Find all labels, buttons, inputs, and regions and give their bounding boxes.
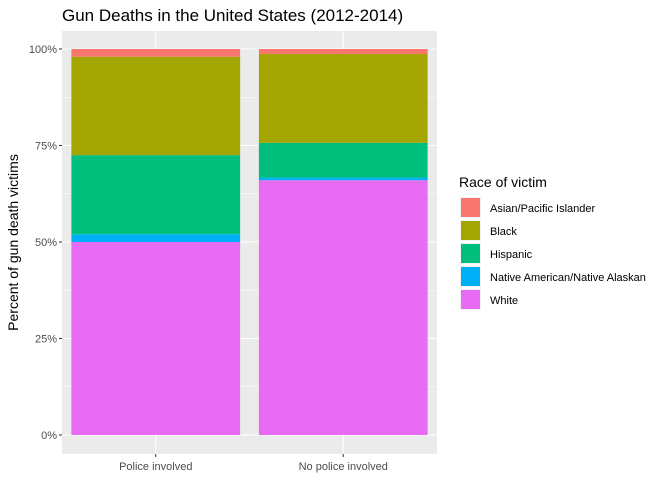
bar-segment xyxy=(71,242,241,435)
bar-segment xyxy=(258,49,428,55)
legend-label: Hispanic xyxy=(490,249,533,261)
y-tick-label: 75% xyxy=(35,141,57,153)
legend-title: Race of victim xyxy=(459,174,547,190)
bar-segment xyxy=(71,56,241,156)
y-axis-title: Percent of gun death victims xyxy=(5,154,21,331)
bar-segment xyxy=(71,234,241,242)
bar-segment xyxy=(71,49,241,57)
bar-segment xyxy=(71,155,241,235)
legend-swatch xyxy=(461,244,480,263)
bar-segment xyxy=(258,54,428,143)
x-tick-label: No police involved xyxy=(299,461,388,473)
x-tick-label: Police involved xyxy=(119,461,192,473)
bar-segment xyxy=(258,142,428,178)
y-axis: 0% 25% 50% 75% 100% xyxy=(29,44,62,442)
bar-segment xyxy=(258,180,428,435)
legend-swatch xyxy=(461,221,480,240)
y-tick-label: 100% xyxy=(29,44,57,56)
bars xyxy=(71,49,428,435)
legend-items: Asian/Pacific Islander Black Hispanic Nativ… xyxy=(460,197,646,310)
legend-label: Native American/Native Alaskan xyxy=(490,272,646,284)
bar-segment xyxy=(258,177,428,181)
legend-swatch xyxy=(461,290,480,309)
legend-label: Black xyxy=(490,226,517,238)
legend-label: White xyxy=(490,295,518,307)
y-tick-label: 0% xyxy=(41,430,57,442)
legend: Race of victim Asian/Pacific Islander Bla… xyxy=(459,174,646,310)
x-axis: Police involved No police involved xyxy=(119,454,388,473)
y-tick-label: 50% xyxy=(35,237,57,249)
chart-title: Gun Deaths in the United States (2012-20… xyxy=(62,6,403,25)
legend-swatch xyxy=(461,267,480,286)
legend-swatch xyxy=(461,198,480,217)
y-tick-label: 25% xyxy=(35,334,57,346)
legend-label: Asian/Pacific Islander xyxy=(490,203,595,215)
